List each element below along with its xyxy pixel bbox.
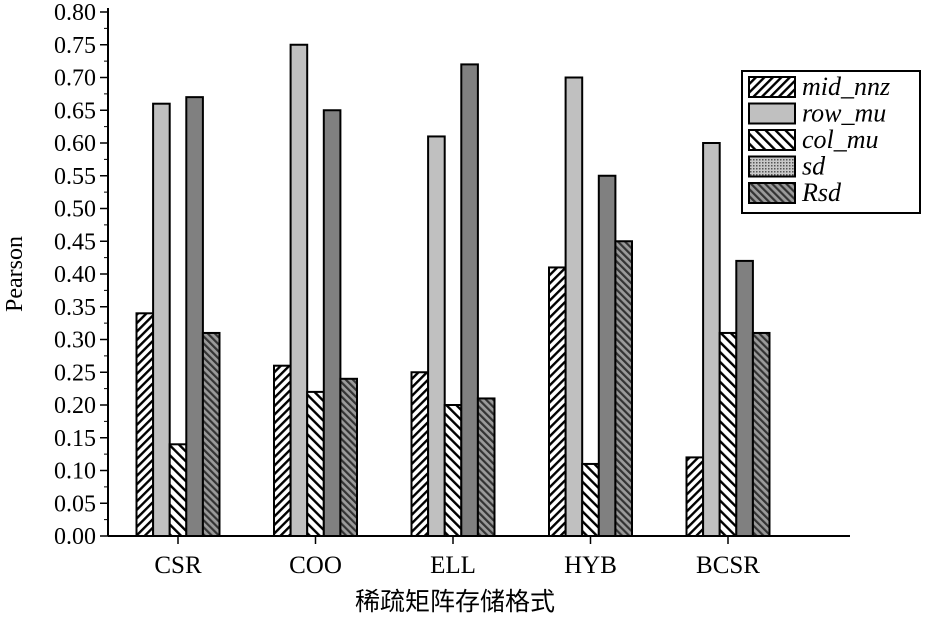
bar-mid-nnz bbox=[135, 312, 155, 537]
bar-col-mu bbox=[718, 331, 738, 538]
legend-swatch bbox=[748, 182, 796, 204]
y-tick-label: 0.70 bbox=[54, 66, 96, 92]
bar-mid-nnz bbox=[273, 364, 292, 538]
y-tick-label: 0.35 bbox=[54, 295, 96, 321]
bar-Rsd bbox=[614, 240, 634, 537]
bar-row-mu bbox=[564, 76, 584, 537]
y-tick-label: 0.45 bbox=[54, 229, 96, 255]
y-tick-label: 0.55 bbox=[54, 164, 96, 190]
x-tick-label: HYB bbox=[564, 552, 617, 579]
y-tick-label: 0.60 bbox=[54, 131, 96, 157]
y-tick-label: 0.50 bbox=[54, 197, 96, 223]
bar-sd bbox=[322, 109, 342, 537]
legend-swatch bbox=[748, 76, 796, 98]
y-tick-label: 0.20 bbox=[54, 393, 96, 419]
x-axis-label: 稀疏矩阵存储格式 bbox=[355, 588, 555, 616]
bar-Rsd bbox=[476, 397, 496, 538]
bar-row-mu bbox=[427, 135, 446, 537]
x-tick-label: BCSR bbox=[696, 552, 760, 579]
y-tick-label: 0.15 bbox=[54, 426, 96, 452]
bar-sd bbox=[597, 174, 617, 537]
bar-col-mu bbox=[168, 443, 188, 537]
bar-mid-nnz bbox=[685, 456, 705, 537]
bar-sd bbox=[460, 63, 479, 538]
bar-Rsd bbox=[751, 331, 771, 538]
bar-col-mu bbox=[306, 390, 325, 537]
x-tick-label: COO bbox=[289, 552, 342, 579]
legend-swatch bbox=[748, 155, 796, 178]
bar-col-mu bbox=[443, 404, 463, 537]
legend-label: row_mu bbox=[802, 99, 886, 128]
bar-row-mu bbox=[702, 142, 721, 537]
y-tick-label: 0.05 bbox=[54, 491, 96, 517]
y-tick-label: 0.75 bbox=[54, 33, 96, 59]
y-tick-label: 0.00 bbox=[54, 524, 96, 550]
bar-col-mu bbox=[581, 462, 600, 538]
y-tick-label: 0.80 bbox=[54, 0, 96, 26]
bar-sd bbox=[735, 259, 754, 537]
bar-Rsd bbox=[339, 377, 358, 537]
y-tick-label: 0.10 bbox=[54, 459, 96, 485]
bar-sd bbox=[185, 96, 204, 538]
legend-swatch bbox=[748, 102, 796, 125]
legend-label: mid_nnz bbox=[802, 72, 890, 101]
bar-row-mu bbox=[152, 102, 171, 537]
bar-row-mu bbox=[289, 43, 309, 537]
legend-label: col_mu bbox=[802, 125, 879, 154]
x-tick-label: CSR bbox=[154, 552, 202, 579]
bar-mid-nnz bbox=[410, 371, 430, 537]
legend-label: sd bbox=[802, 152, 826, 181]
bar-mid-nnz bbox=[548, 266, 567, 537]
y-tick-label: 0.65 bbox=[54, 98, 96, 124]
x-tick-label: ELL bbox=[430, 552, 476, 579]
bar-Rsd bbox=[201, 331, 221, 538]
y-axis-label: Pearson bbox=[2, 236, 28, 312]
legend-swatch bbox=[748, 129, 796, 151]
y-tick-label: 0.25 bbox=[54, 360, 96, 386]
y-tick-label: 0.40 bbox=[54, 262, 96, 288]
y-tick-label: 0.30 bbox=[54, 328, 96, 354]
legend-label: Rsd bbox=[801, 178, 842, 207]
